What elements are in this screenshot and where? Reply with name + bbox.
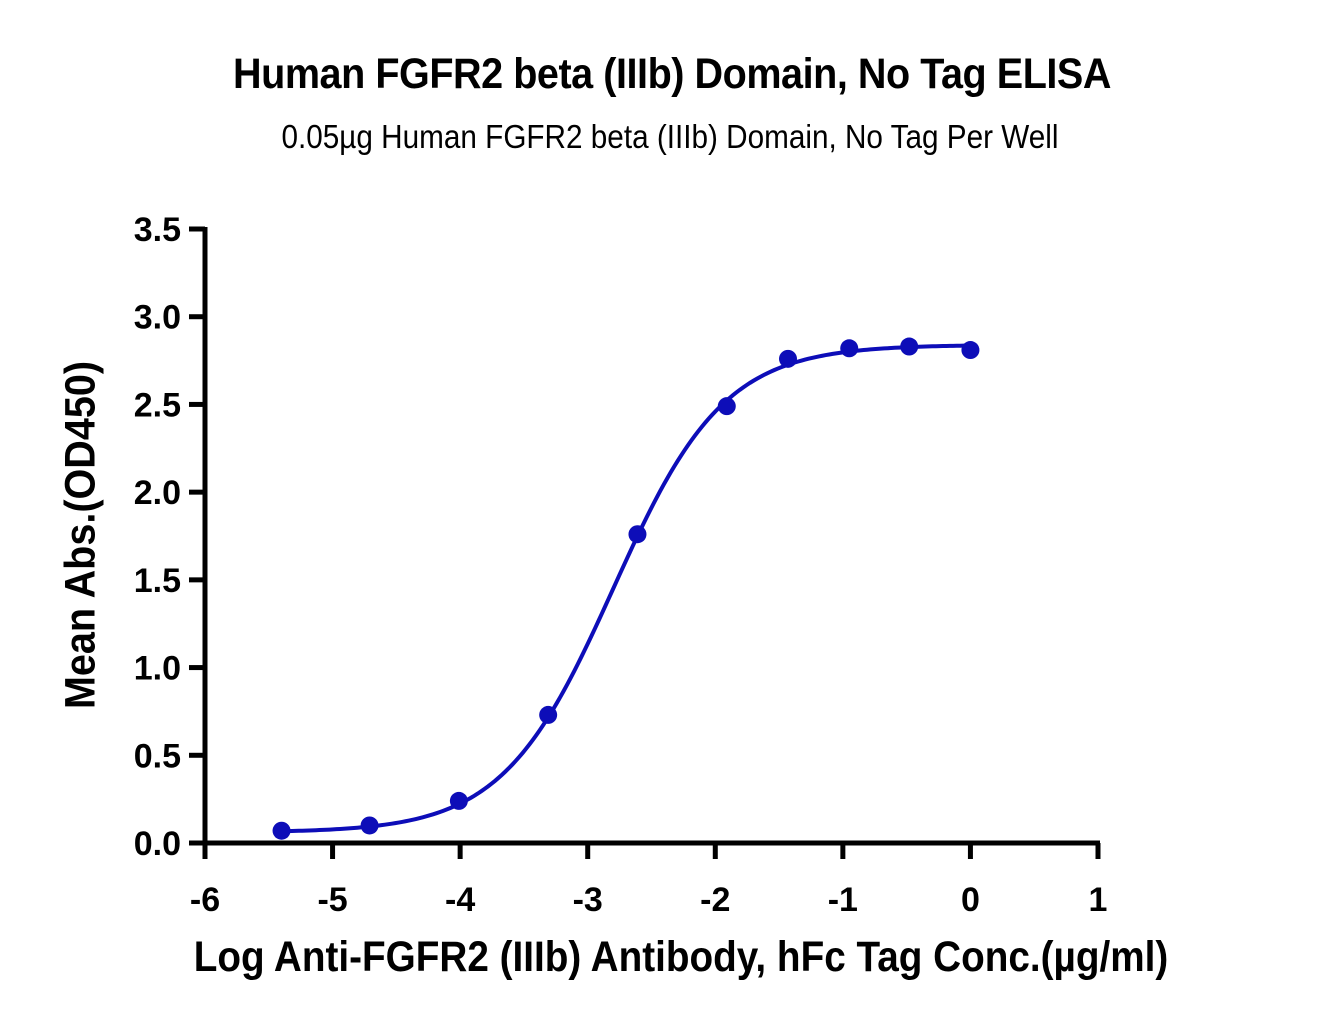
fit-curve <box>279 343 973 834</box>
x-tick-label: -1 <box>828 881 858 919</box>
data-point <box>272 821 291 840</box>
data-points <box>272 337 980 840</box>
data-point <box>900 337 919 356</box>
y-tick-label: 1.5 <box>134 562 181 600</box>
y-tick-label: 2.0 <box>134 474 181 512</box>
y-tick-label: 0.0 <box>134 825 181 863</box>
data-point <box>840 339 859 358</box>
y-tick-label: 3.0 <box>134 299 181 337</box>
chart-subtitle: 0.05µg Human FGFR2 beta (IIIb) Domain, N… <box>281 118 1059 155</box>
x-tick-label: -5 <box>317 881 347 919</box>
x-tick-label: -4 <box>445 881 475 919</box>
data-point <box>449 791 468 810</box>
y-tick-label: 3.5 <box>134 211 181 249</box>
y-tick-label: 2.5 <box>134 386 181 424</box>
x-tick-label: -3 <box>573 881 603 919</box>
data-point <box>360 816 379 835</box>
data-point <box>779 349 798 368</box>
fit-curve-line <box>279 343 973 834</box>
x-tick-label: 0 <box>961 881 980 919</box>
data-point <box>717 397 736 416</box>
x-tick-label: -6 <box>190 881 220 919</box>
y-tick-label: 0.5 <box>134 737 181 775</box>
data-point <box>961 341 980 360</box>
x-tick-label: 1 <box>1089 881 1108 919</box>
chart-title: Human FGFR2 beta (IIIb) Domain, No Tag E… <box>233 50 1111 98</box>
x-tick-label: -2 <box>700 881 730 919</box>
data-point <box>539 705 558 724</box>
y-tick-label: 1.0 <box>134 650 181 688</box>
axes: 0.0 0.5 1.0 1.5 2.0 2.5 3.0 3.5 -6 -5 -4 -3 -2 -1 0 1 <box>134 211 1108 919</box>
data-point <box>628 525 647 544</box>
x-axis-label: Log Anti-FGFR2 (IIIb) Antibody, hFc Tag … <box>193 933 1169 981</box>
